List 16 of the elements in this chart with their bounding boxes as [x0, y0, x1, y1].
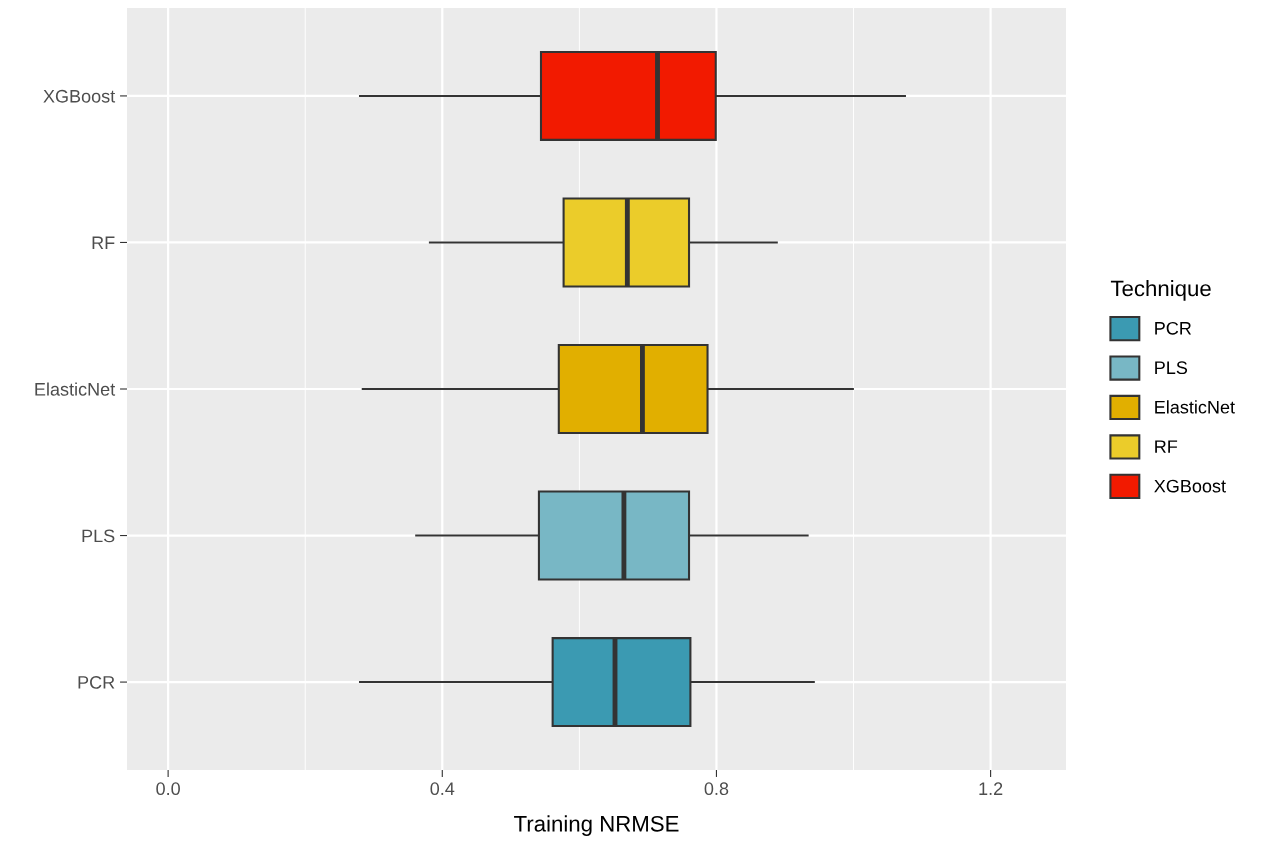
y-tick-label: RF — [92, 236, 115, 249]
legend-label: ElasticNet — [1155, 400, 1235, 414]
legend-label: PLS — [1155, 361, 1188, 375]
y-tick-label: PCR — [78, 676, 115, 689]
legend-label: XGBoost — [1154, 479, 1226, 493]
legend-label: PCR — [1155, 321, 1192, 335]
x-tick-label: 0.8 — [704, 782, 729, 796]
y-tick-label: ElasticNet — [35, 382, 116, 396]
legend-label: RF — [1155, 440, 1178, 453]
x-tick-label: 1.2 — [979, 782, 1003, 795]
legend-title: Technique — [1110, 280, 1211, 301]
x-tick-label: 0.4 — [430, 782, 455, 796]
x-tick-label: 0.0 — [156, 782, 180, 796]
x-axis-title: Training NRMSE — [514, 815, 679, 837]
y-tick-label: PLS — [82, 529, 115, 543]
y-tick-label: XGBoost — [43, 89, 116, 103]
